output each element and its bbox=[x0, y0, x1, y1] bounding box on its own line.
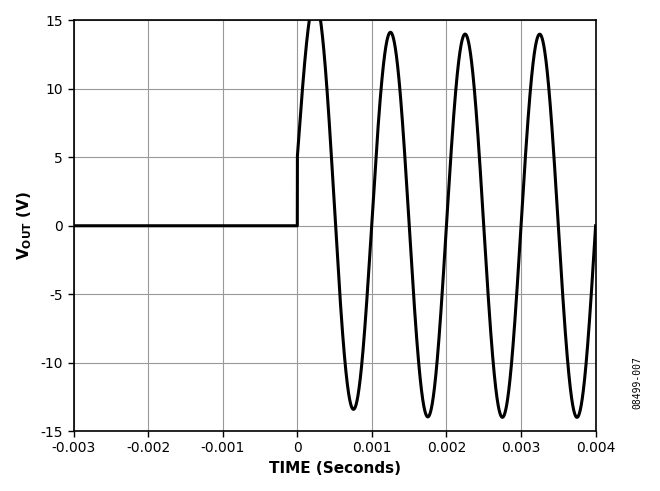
Y-axis label: $\mathbf{V_{OUT}}$ (V): $\mathbf{V_{OUT}}$ (V) bbox=[15, 191, 34, 260]
Text: 08499-007: 08499-007 bbox=[632, 356, 642, 409]
X-axis label: TIME (Seconds): TIME (Seconds) bbox=[269, 461, 401, 476]
